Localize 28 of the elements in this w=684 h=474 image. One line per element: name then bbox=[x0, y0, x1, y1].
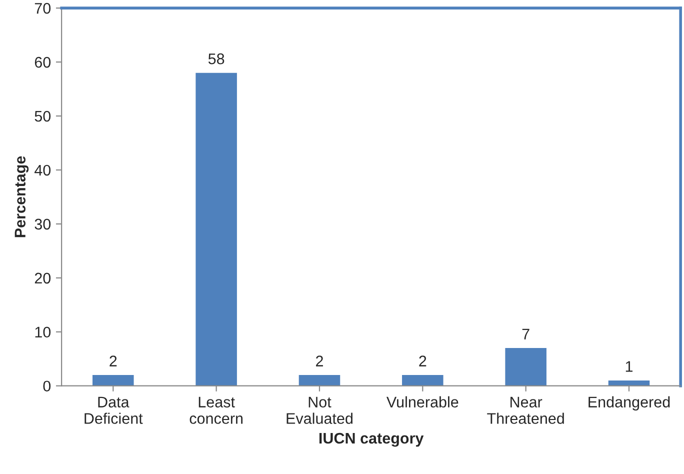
data-label: 2 bbox=[316, 356, 323, 366]
y-tick-label: 30 bbox=[34, 218, 51, 230]
data-label: 1 bbox=[626, 361, 632, 372]
y-tick-label: 10 bbox=[35, 326, 51, 338]
y-tick-label: 40 bbox=[34, 164, 51, 176]
bar bbox=[505, 348, 546, 386]
x-tick-label: Vulnerable bbox=[386, 396, 458, 408]
bar bbox=[196, 72, 237, 386]
data-label: 2 bbox=[110, 356, 117, 366]
y-axis-title: Percentage bbox=[14, 156, 29, 238]
bar bbox=[608, 380, 650, 386]
x-tick-label: Least concern bbox=[190, 396, 242, 424]
y-tick-label: 20 bbox=[34, 272, 51, 284]
data-label: 58 bbox=[208, 53, 224, 64]
x-tick-label: Endangered bbox=[588, 396, 670, 410]
bar bbox=[402, 375, 444, 386]
bar bbox=[92, 375, 134, 386]
data-label: 7 bbox=[522, 328, 530, 340]
y-tick-label: 70 bbox=[34, 2, 51, 14]
x-tick-label: Not Evaluated bbox=[286, 396, 352, 424]
x-axis-title: IUCN category bbox=[319, 432, 424, 447]
y-tick-label: 60 bbox=[34, 56, 51, 68]
y-tick-label: 50 bbox=[34, 110, 51, 122]
data-label: 2 bbox=[419, 356, 426, 366]
x-tick-label: Near Threatened bbox=[487, 396, 564, 424]
x-tick-label: Data Deficient bbox=[84, 396, 143, 424]
y-tick-label: 0 bbox=[43, 380, 51, 392]
bar bbox=[298, 375, 340, 386]
